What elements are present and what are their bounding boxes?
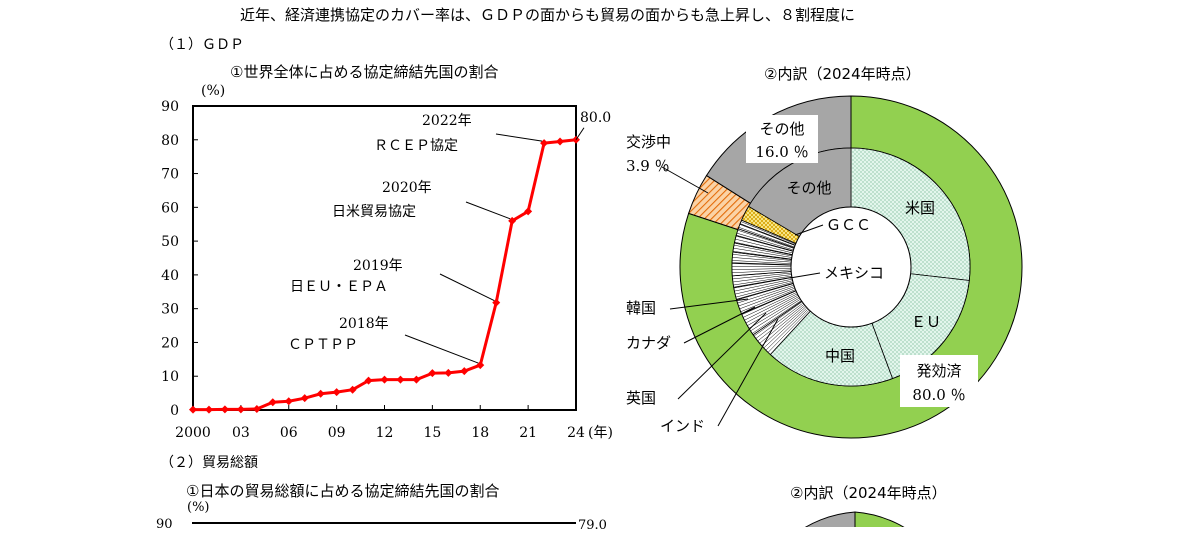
annotation-text: 日米貿易協定 [332, 204, 416, 220]
x-tick-label: 09 [328, 425, 346, 441]
y-tick-label: 20 [161, 335, 179, 351]
inner-slice-label: ＥＵ [911, 313, 941, 331]
pie-chart-title: ②内訳（2024年時点） [764, 63, 921, 84]
x-tick-label: 21 [519, 425, 537, 441]
y-tick-label: 10 [161, 369, 179, 385]
negotiating-leader [662, 167, 708, 193]
y-tick-label: 60 [161, 200, 179, 216]
trade-end-label: 79.0 [578, 518, 607, 533]
x-tick-label: 03 [232, 425, 250, 441]
end-value-leader [576, 128, 584, 140]
other-value: 16.0 ％ [755, 143, 808, 161]
annotation-text: 日ＥＵ・ＥＰＡ [290, 279, 388, 295]
trade-chart-frame-top [192, 522, 576, 524]
gcc-label: ＧＣＣ [826, 216, 871, 234]
y-unit-label: (%) [201, 83, 225, 99]
line-chart-title: ①世界全体に占める協定締結先国の割合 [230, 61, 498, 82]
y-tick-label: 0 [170, 403, 179, 419]
x-tick-label: 24 [567, 425, 585, 441]
effective-value: 80.0 ％ [912, 386, 965, 404]
y-tick-label: 50 [161, 234, 179, 250]
annotation-text: ＲＣＥＰ協定 [374, 138, 458, 154]
x-tick-label: 06 [280, 425, 298, 441]
effective-label: 発効済 [916, 362, 961, 380]
y-tick-label: 70 [161, 167, 179, 183]
annotation-year: 2020年 [382, 180, 432, 196]
y-tick-label: 30 [161, 302, 179, 318]
trade-pie-chart-title: ②内訳（2024年時点） [790, 482, 947, 503]
trade-y-unit: (%) [187, 500, 210, 515]
annotation-year: 2022年 [422, 113, 472, 129]
section-title-gdp: （１）ＧＤＰ [160, 34, 244, 54]
trade-line-chart-title: ①日本の貿易総額に占める協定締結先国の割合 [186, 480, 499, 501]
section-title-trade: （２）貿易総額 [160, 452, 258, 472]
country-label: インド [660, 417, 705, 435]
gdp-share-line-chart: 0 10 20 30 40 50 60 70 80 90 2000 03 06 09 12 15 18 21 24 (… [150, 80, 650, 450]
negotiating-label: 交渉中 [626, 133, 671, 151]
country-label: カナダ [626, 334, 671, 352]
inner-slice-label: 米国 [905, 199, 935, 217]
annotation-year: 2019年 [353, 258, 403, 274]
mexico-label: メキシコ [824, 264, 884, 282]
x-tick-label: 18 [471, 425, 489, 441]
country-label: 英国 [626, 389, 656, 407]
trade-y-tick: 90 [156, 517, 173, 532]
negotiating-value: 3.9 ％ [626, 157, 670, 175]
annotation-text: ＣＰＴＰＰ [288, 337, 358, 353]
x-tick-label: 2000 [175, 425, 211, 441]
x-tick-label: 15 [423, 425, 441, 441]
page-headline: 近年、経済連携協定のカバー率は、ＧＤＰの面からも貿易の面からも急上昇し、８割程度… [240, 4, 855, 25]
other-label: その他 [759, 120, 804, 138]
trade-donut-chart [760, 508, 950, 527]
annotation-year: 2018年 [339, 316, 389, 332]
y-tick-label: 40 [161, 268, 179, 284]
y-tick-label: 80 [161, 133, 179, 149]
inner-slice-label: 中国 [825, 347, 855, 365]
y-tick-label: 90 [161, 99, 179, 115]
inner-slice-label: その他 [786, 179, 831, 197]
country-label: 韓国 [626, 299, 656, 317]
x-tick-label: 12 [376, 425, 394, 441]
